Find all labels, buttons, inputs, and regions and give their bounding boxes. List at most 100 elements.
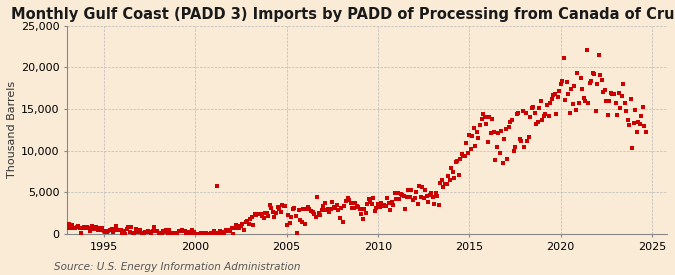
Point — [410, 190, 421, 194]
Point — [242, 219, 252, 224]
Point — [85, 229, 96, 233]
Point — [619, 101, 630, 106]
Point — [207, 231, 217, 235]
Point — [589, 72, 599, 76]
Point — [202, 232, 213, 236]
Point — [597, 78, 608, 82]
Point — [585, 81, 595, 86]
Point — [187, 228, 198, 232]
Point — [80, 226, 91, 230]
Point — [392, 191, 403, 195]
Point — [504, 125, 514, 130]
Point — [63, 222, 74, 226]
Point — [478, 112, 489, 117]
Point — [374, 205, 385, 209]
Point — [188, 230, 199, 234]
Point — [468, 126, 479, 130]
Point — [610, 101, 621, 106]
Point — [537, 118, 548, 122]
Point — [351, 204, 362, 208]
Point — [91, 225, 102, 229]
Point — [199, 231, 210, 235]
Point — [68, 226, 79, 231]
Point — [164, 228, 175, 232]
Point — [217, 230, 228, 234]
Point — [214, 229, 225, 233]
Point — [443, 173, 454, 178]
Point — [324, 210, 335, 214]
Point — [612, 113, 622, 117]
Point — [421, 194, 432, 198]
Point — [228, 232, 239, 236]
Point — [551, 112, 562, 117]
Point — [83, 225, 94, 230]
Point — [569, 84, 580, 88]
Point — [284, 221, 295, 225]
Point — [135, 228, 146, 233]
Point — [77, 226, 88, 231]
Point — [165, 230, 176, 235]
Point — [563, 92, 574, 96]
Point — [283, 213, 294, 217]
Point — [181, 232, 192, 236]
Point — [336, 205, 347, 210]
Point — [625, 97, 636, 101]
Point — [290, 214, 301, 218]
Point — [148, 225, 159, 230]
Point — [286, 215, 296, 220]
Point — [95, 228, 106, 232]
Point — [67, 223, 78, 227]
Point — [598, 90, 609, 95]
Point — [396, 192, 406, 196]
Point — [216, 232, 227, 236]
Point — [467, 134, 478, 138]
Point — [182, 230, 193, 234]
Point — [105, 228, 115, 233]
Point — [353, 204, 364, 209]
Point — [575, 76, 586, 80]
Point — [169, 231, 180, 235]
Point — [223, 228, 234, 233]
Point — [481, 122, 491, 126]
Point — [298, 207, 308, 211]
Point — [273, 207, 284, 211]
Point — [534, 106, 545, 110]
Point — [312, 194, 323, 199]
Point — [528, 104, 539, 109]
Point — [118, 229, 129, 233]
Point — [82, 225, 92, 229]
Point — [327, 200, 338, 204]
Point — [380, 203, 391, 208]
Point — [368, 196, 379, 200]
Point — [376, 201, 387, 205]
Point — [386, 200, 397, 205]
Point — [546, 97, 557, 102]
Point — [618, 82, 628, 86]
Point — [315, 213, 325, 217]
Point — [462, 151, 473, 155]
Point — [246, 214, 257, 219]
Point — [252, 212, 263, 216]
Point — [323, 207, 333, 211]
Point — [427, 195, 438, 200]
Point — [249, 212, 260, 216]
Point — [472, 130, 483, 134]
Point — [300, 222, 310, 226]
Point — [173, 229, 184, 233]
Point — [403, 188, 414, 192]
Point — [389, 190, 400, 195]
Point — [176, 228, 187, 232]
Point — [526, 106, 537, 111]
Point — [433, 203, 444, 207]
Point — [109, 228, 120, 233]
Point — [439, 182, 450, 186]
Point — [636, 114, 647, 118]
Point — [507, 118, 518, 122]
Point — [157, 232, 167, 236]
Point — [94, 225, 105, 230]
Point — [639, 124, 650, 128]
Point — [357, 217, 368, 221]
Point — [455, 157, 466, 161]
Point — [92, 227, 103, 232]
Point — [479, 115, 490, 119]
